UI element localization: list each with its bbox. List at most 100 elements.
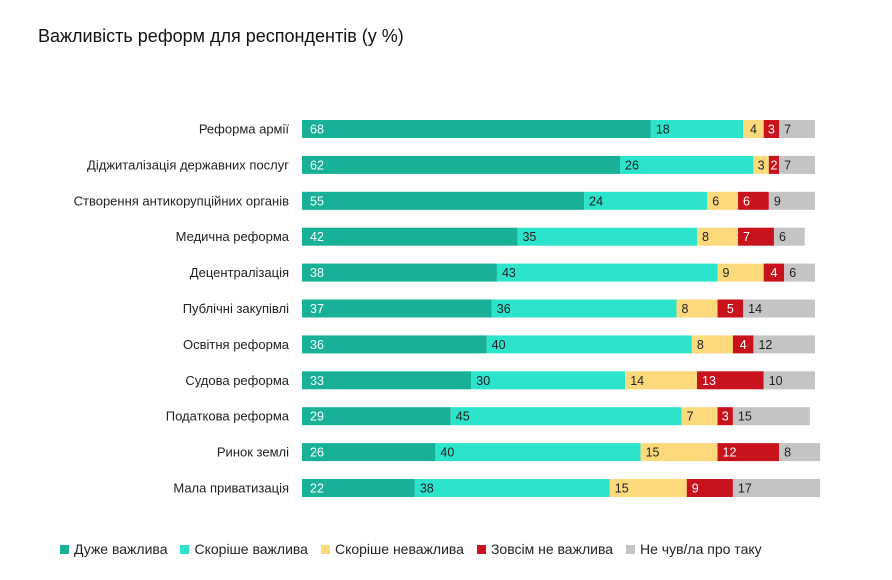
data-label: 8 — [702, 230, 709, 244]
data-label: 12 — [723, 446, 737, 460]
data-label: 37 — [310, 302, 324, 316]
bar-row: Діджиталізація державних послуг 62 26 3 2 7 — [87, 155, 815, 174]
bar-segment — [302, 155, 621, 174]
bar-segment — [779, 155, 815, 174]
bar-segment — [691, 335, 733, 354]
bar-segment — [768, 155, 780, 174]
bar-row: Публічні закупівлі 37 36 8 5 14 — [183, 299, 815, 318]
bar-segment — [779, 120, 815, 138]
bar-segment — [738, 227, 774, 246]
category-label: Медична реформа — [176, 229, 290, 244]
data-label: 8 — [681, 302, 688, 316]
data-label: 30 — [476, 374, 490, 388]
data-label: 9 — [774, 194, 781, 208]
data-label: 35 — [522, 230, 536, 244]
data-label: 6 — [779, 230, 786, 244]
data-label: 33 — [310, 374, 324, 388]
data-label: 18 — [656, 123, 670, 137]
data-label: 68 — [310, 123, 324, 137]
bar-segment — [697, 227, 739, 246]
category-label: Ринок землі — [217, 445, 289, 460]
bar-segment — [753, 335, 815, 354]
bar-segment — [609, 479, 687, 497]
bar-segment — [471, 371, 626, 390]
bar-row: Медична реформа 42 35 8 7 6 — [176, 227, 805, 246]
bar-segment — [743, 299, 815, 318]
bar-segment — [302, 335, 487, 354]
bar-row: Освітня реформа 36 40 8 4 12 — [183, 335, 815, 354]
legend-item: Дуже важлива — [60, 541, 167, 557]
bar-segment — [302, 371, 472, 390]
bar-segment — [773, 227, 805, 246]
data-label: 38 — [310, 266, 324, 280]
bar-segment — [753, 155, 769, 174]
data-label: 2 — [770, 158, 777, 172]
bar-segment — [779, 443, 821, 462]
legend-label: Дуже важлива — [74, 541, 168, 557]
bar-segment — [707, 191, 739, 210]
data-label: 26 — [310, 446, 324, 460]
data-label: 15 — [738, 410, 752, 424]
legend-label: Скоріше важлива — [194, 541, 308, 557]
bar-segment — [517, 227, 698, 246]
data-label: 8 — [784, 446, 791, 460]
bar-row: Судова реформа 33 30 14 13 10 — [185, 371, 815, 390]
bar-segment — [450, 407, 682, 426]
chart-title: Важливість реформ для респондентів (у %) — [38, 26, 404, 46]
bar-segment — [732, 335, 754, 354]
category-label: Освітня реформа — [183, 337, 290, 352]
bar-segment — [496, 263, 718, 282]
bar-segment — [763, 371, 815, 390]
data-label: 3 — [758, 158, 765, 172]
data-label: 12 — [758, 338, 772, 352]
data-label: 15 — [615, 482, 629, 496]
bar-segment — [584, 191, 708, 210]
bar-segment — [768, 191, 815, 210]
bar-segment — [435, 443, 641, 462]
bar-segment — [743, 120, 764, 138]
data-label: 15 — [646, 446, 660, 460]
data-label: 24 — [589, 194, 603, 208]
data-label: 10 — [769, 374, 783, 388]
bar-segment — [302, 191, 585, 210]
legend-swatch — [626, 544, 636, 554]
category-label: Податкова реформа — [166, 409, 290, 424]
bar-segment — [620, 155, 754, 174]
bar-segment — [302, 443, 436, 462]
bar-row: Децентралізація 38 43 9 4 6 — [190, 263, 815, 282]
bar-segment — [414, 479, 610, 497]
bar-segment — [681, 407, 718, 426]
data-label: 9 — [723, 266, 730, 280]
bar-segment — [302, 263, 497, 282]
category-label: Діджиталізація державних послуг — [87, 157, 289, 172]
data-label: 6 — [789, 266, 796, 280]
bar-segment — [784, 263, 815, 282]
data-label: 17 — [738, 482, 752, 496]
bar-segment — [717, 443, 780, 462]
data-label: 4 — [750, 123, 757, 137]
bar-row: Створення антикорупційних органів 55 24 6 6 9 — [74, 191, 815, 210]
category-label: Мала приватизація — [173, 481, 289, 496]
data-label: 3 — [722, 410, 729, 424]
data-label: 13 — [702, 374, 716, 388]
bar-row: Реформа армії 68 18 4 3 7 — [199, 120, 815, 138]
data-label: 7 — [687, 410, 694, 424]
data-label: 7 — [743, 230, 750, 244]
bar-segment — [302, 479, 415, 497]
bar-segment — [302, 299, 492, 318]
bar-segment — [686, 479, 733, 497]
bar-segment — [697, 371, 764, 390]
legend-swatch — [476, 544, 486, 554]
data-label: 62 — [310, 158, 324, 172]
data-label: 8 — [697, 338, 704, 352]
category-label: Публічні закупівлі — [183, 301, 289, 316]
data-label: 6 — [712, 194, 719, 208]
data-label: 7 — [784, 123, 791, 137]
bar-segment — [763, 263, 785, 282]
data-label: 40 — [440, 446, 454, 460]
data-label: 36 — [497, 302, 511, 316]
legend-swatch — [60, 544, 69, 554]
data-label: 7 — [784, 158, 791, 172]
